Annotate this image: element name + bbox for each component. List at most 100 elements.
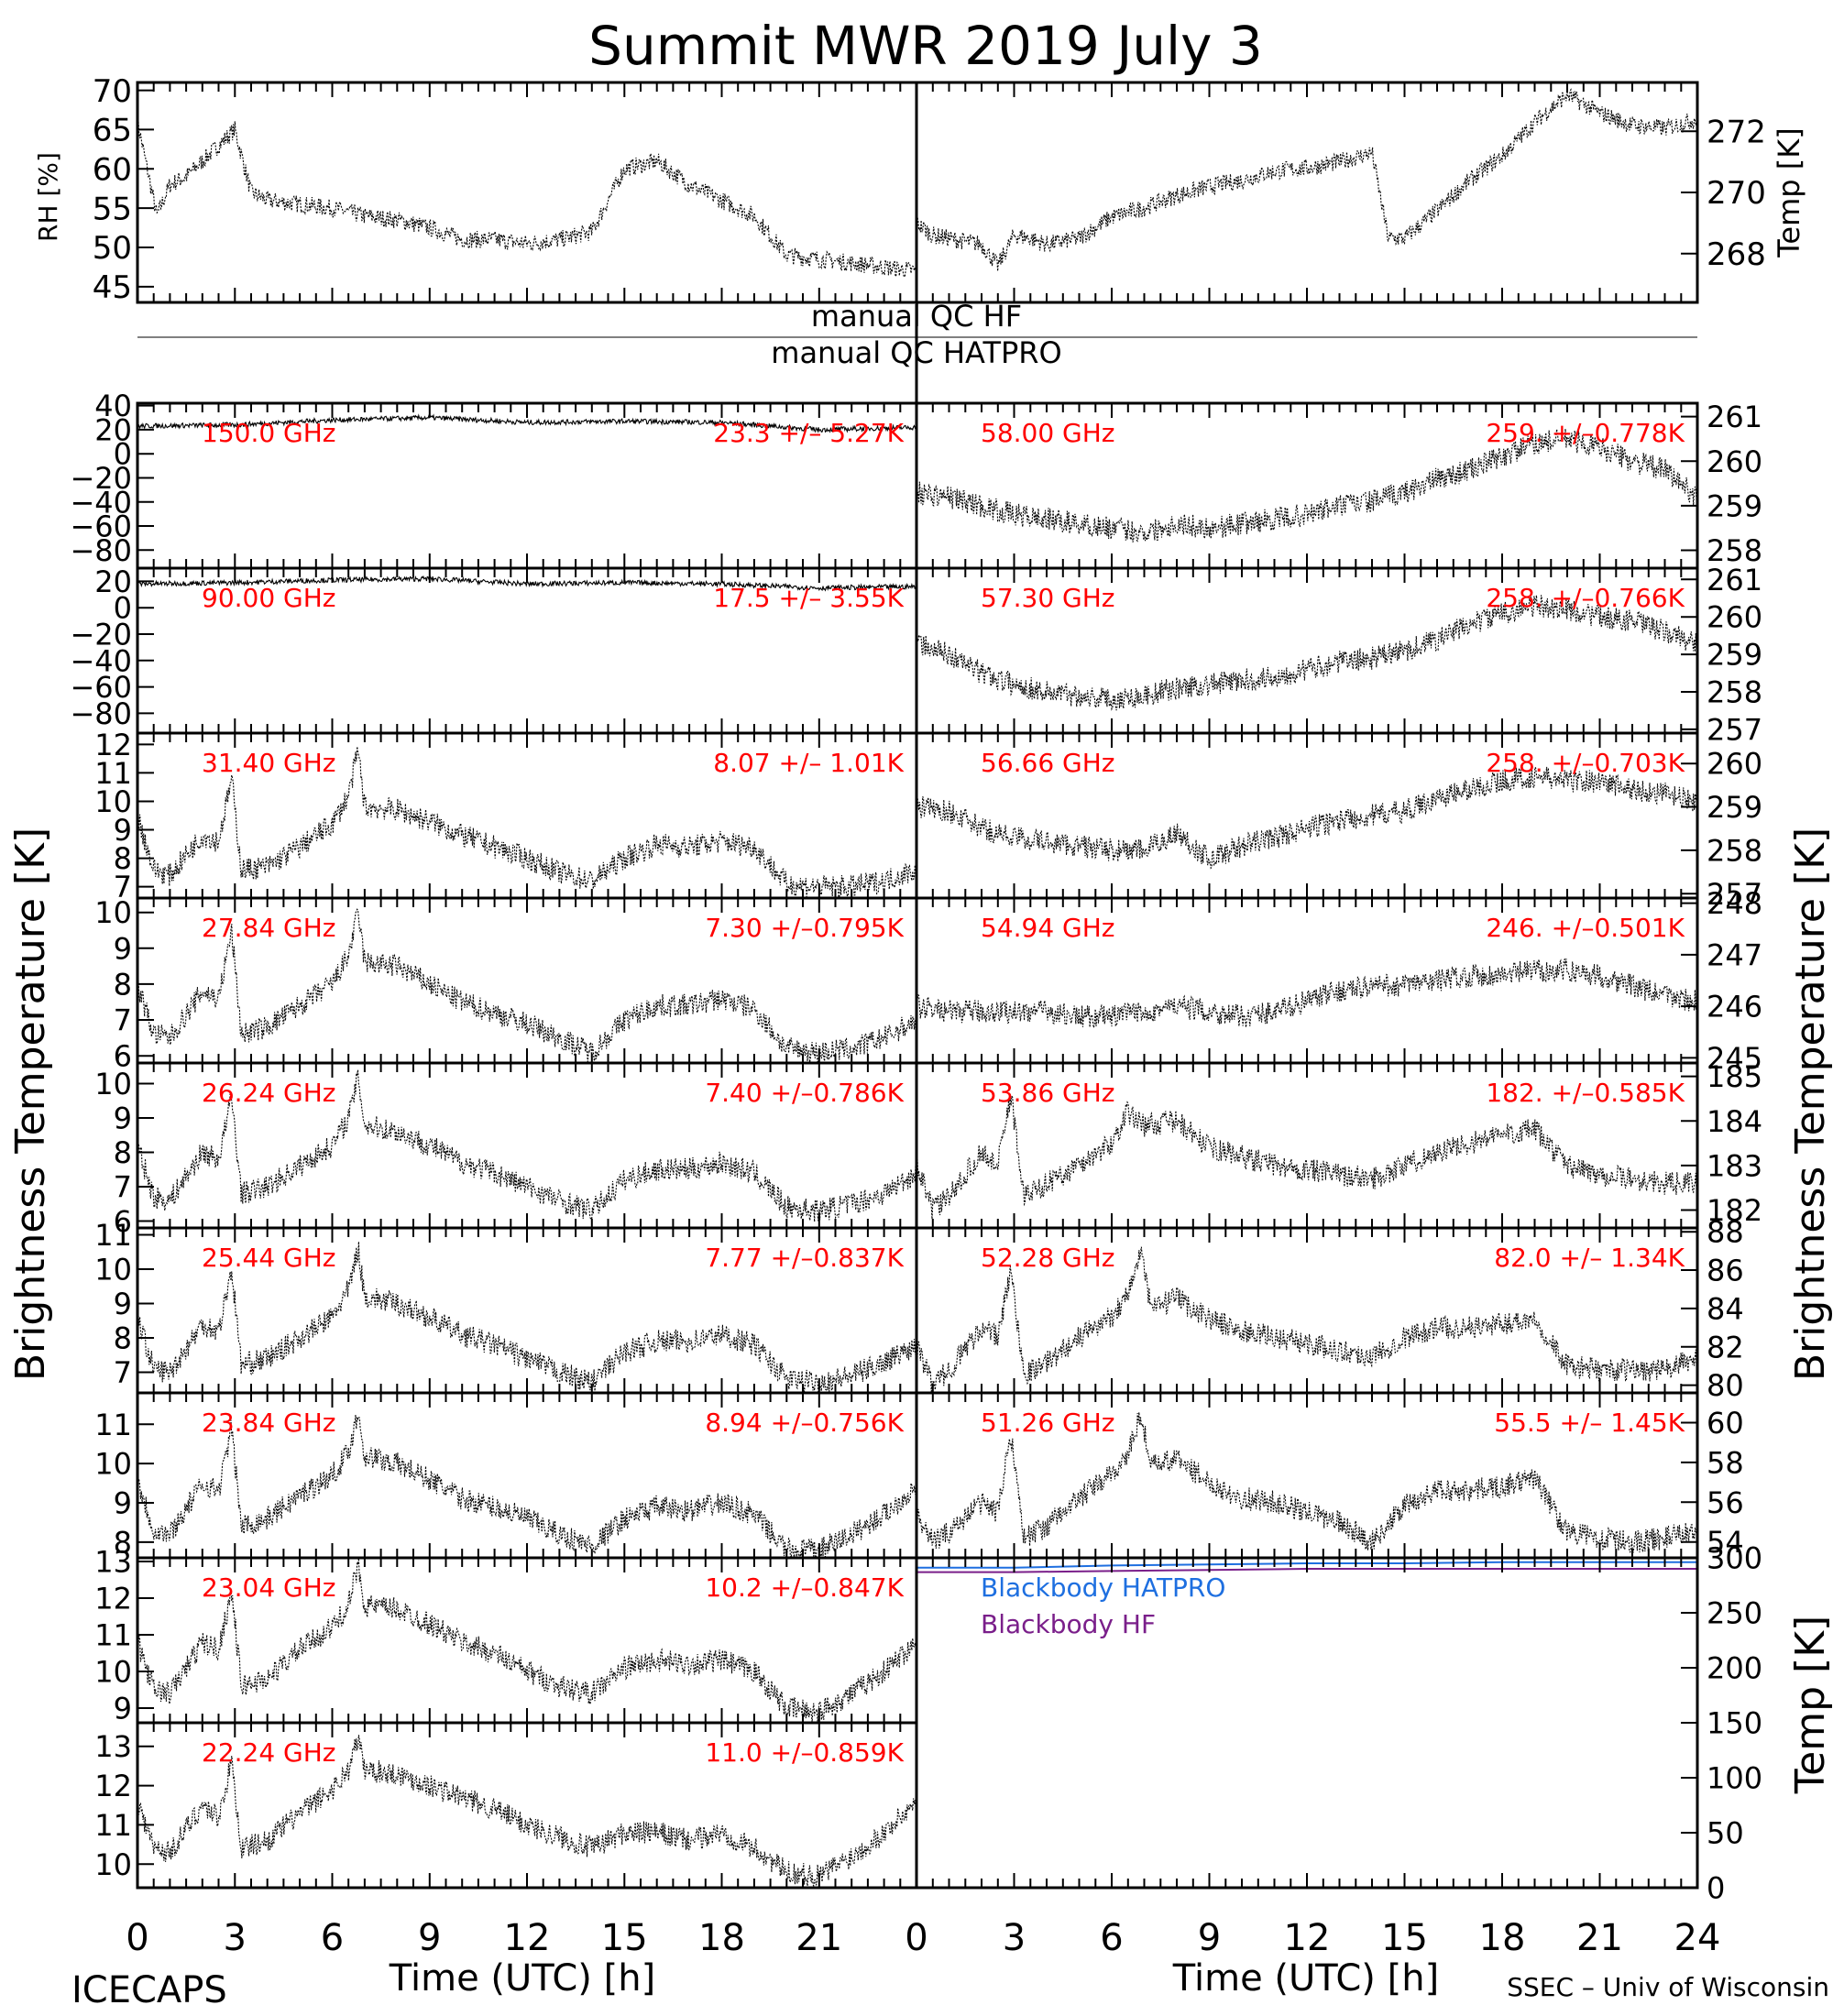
y-tick-label: 258	[1707, 533, 1762, 568]
x-tick-label-right: 21	[1576, 1917, 1623, 1959]
x-ticks-temp	[916, 82, 1698, 302]
channel-label-tb_31_40: 31.40 GHz	[202, 748, 336, 778]
channel-stats-tb_57_30: 258. +/–0.766K	[1486, 583, 1685, 613]
channel-stats-tb_53_86: 182. +/–0.585K	[1486, 1078, 1685, 1108]
trace-tb_150	[137, 413, 917, 433]
y-tick-label: 8	[114, 1321, 132, 1356]
channel-label-tb_51_26: 51.26 GHz	[981, 1408, 1115, 1438]
y-tick-label: 0	[114, 437, 132, 472]
x-ticks-tb_56_66	[916, 733, 1698, 898]
y-tick-label: 88	[1707, 1215, 1744, 1250]
y-tick-label: 259	[1707, 488, 1762, 523]
y-tick-label: 247	[1707, 937, 1762, 972]
y-tick-label: 248	[1707, 886, 1762, 921]
channel-stats-tb_23_84: 8.94 +/–0.756K	[705, 1408, 904, 1438]
y-tick-label: 11	[94, 1408, 132, 1442]
y-tick-label: 50	[1707, 1816, 1744, 1851]
y-ticks-tb_27_84	[137, 911, 154, 1057]
x-ticks-tb_26_24	[137, 1063, 917, 1228]
channel-label-tb_57_30: 57.30 GHz	[981, 583, 1115, 613]
y-tick-label: 258	[1707, 833, 1762, 868]
y-tick-label: 11	[94, 1218, 132, 1253]
y-ticks-tb_31_40	[137, 743, 154, 888]
channel-label-tb_25_44: 25.44 GHz	[202, 1243, 336, 1273]
y-tick-label: 12	[94, 728, 132, 762]
y-tick-label: 8	[114, 1135, 132, 1170]
channel-label-tb_90: 90.00 GHz	[202, 583, 336, 613]
x-tick-label-left: 6	[321, 1917, 344, 1959]
y-tick-label: 184	[1707, 1104, 1762, 1139]
y-ticks-tb_52_28	[1681, 1231, 1697, 1386]
y-tick-label: 300	[1707, 1541, 1762, 1576]
y-ticks-temp	[1681, 130, 1697, 255]
y-tick-label: 50	[93, 230, 132, 267]
channel-stats-tb_90: 17.5 +/– 3.55K	[713, 583, 904, 613]
x-tick-label-right: 9	[1198, 1917, 1221, 1959]
y-tick-label: 259	[1707, 790, 1762, 825]
y-tick-label: 56	[1707, 1485, 1744, 1520]
x-ticks-tb_23_04	[137, 1558, 917, 1723]
x-ticks-tb_90	[137, 568, 917, 733]
panel-tb_56_66: 257 258 259 260 56.66 GHz 258. +/–0.703K	[915, 731, 1762, 912]
rh-axis-label: RH [%]	[33, 152, 63, 242]
y-tick-label: 13	[94, 1545, 132, 1580]
y-tick-label: 8	[114, 841, 132, 876]
y-ticks-tb_57_30	[1681, 578, 1697, 730]
channel-stats-tb_56_66: 258. +/–0.703K	[1486, 748, 1685, 778]
y-tick-label: 45	[93, 269, 132, 306]
channel-stats-tb_58_00: 259. +/–0.778K	[1486, 418, 1685, 448]
channel-label-tb_23_04: 23.04 GHz	[202, 1572, 336, 1603]
channel-label-tb_26_24: 26.24 GHz	[202, 1078, 336, 1108]
panel-tb_22_24: 10 11 12 13 22.24 GHz 11.0 +/–0.859K	[94, 1721, 918, 1890]
y-tick-label: 10	[94, 1447, 132, 1482]
y-tick-label: 9	[114, 1486, 132, 1521]
x-tick-label-right: 3	[1003, 1917, 1026, 1959]
x-ticks-tb_150	[137, 403, 917, 568]
y-tick-label: 272	[1707, 115, 1766, 151]
panel-tb_58_00: 258 259 260 261 58.00 GHz 259. +/–0.778K	[915, 400, 1762, 570]
y-tick-label: 8	[114, 967, 132, 1002]
y-tick-label: 20	[94, 564, 132, 599]
legend-entry-1: Blackbody HF	[981, 1609, 1156, 1639]
y-tick-label: 100	[1707, 1761, 1762, 1796]
y-tick-label: 9	[114, 931, 132, 966]
x-tick-label-left: 9	[418, 1917, 441, 1959]
y-tick-label: 261	[1707, 400, 1762, 434]
trace-tb_51_26	[916, 1412, 1698, 1553]
y-tick-label: 9	[114, 1692, 132, 1726]
y-tick-label: 245	[1707, 1041, 1762, 1076]
x-ticks-tb_27_84	[137, 898, 917, 1063]
y-tick-label: 10	[94, 1067, 132, 1101]
channel-label-tb_27_84: 27.84 GHz	[202, 913, 336, 943]
x-tick-label-right: 24	[1674, 1917, 1721, 1959]
y-tick-label: −60	[70, 670, 132, 705]
y-tick-label: −80	[70, 696, 132, 731]
y-tick-label: 70	[93, 73, 132, 110]
panel-tb_53_86: 182 183 184 185 53.86 GHz 182. +/–0.585K	[915, 1059, 1762, 1230]
y-tick-label: 80	[1707, 1368, 1744, 1403]
y-tick-label: 10	[94, 1655, 132, 1690]
channel-stats-tb_54_94: 246. +/–0.501K	[1486, 913, 1685, 943]
y-ticks-tb_51_26	[1681, 1421, 1697, 1543]
y-tick-label: 7	[114, 1170, 132, 1205]
y-tick-label: 84	[1707, 1291, 1744, 1326]
channel-stats-tb_52_28: 82.0 +/– 1.34K	[1494, 1243, 1685, 1273]
channel-label-tb_22_24: 22.24 GHz	[202, 1737, 336, 1768]
y-tick-label: 259	[1707, 638, 1762, 673]
y-tick-label: 182	[1707, 1193, 1762, 1228]
channel-label-tb_56_66: 56.66 GHz	[981, 748, 1115, 778]
y-tick-label: 8	[114, 1525, 132, 1560]
x-ticks-tb_57_30	[916, 568, 1698, 733]
y-tick-label: 12	[94, 1582, 132, 1616]
temp-axis-label: Temp [K]	[1772, 127, 1806, 257]
channel-label-tb_54_94: 54.94 GHz	[981, 913, 1115, 943]
trace-rh	[137, 117, 917, 279]
y-tick-label: 86	[1707, 1254, 1744, 1288]
y-tick-label: 9	[114, 1287, 132, 1321]
y-tick-label: 0	[1707, 1871, 1725, 1906]
trace-tb_27_84	[137, 908, 917, 1064]
